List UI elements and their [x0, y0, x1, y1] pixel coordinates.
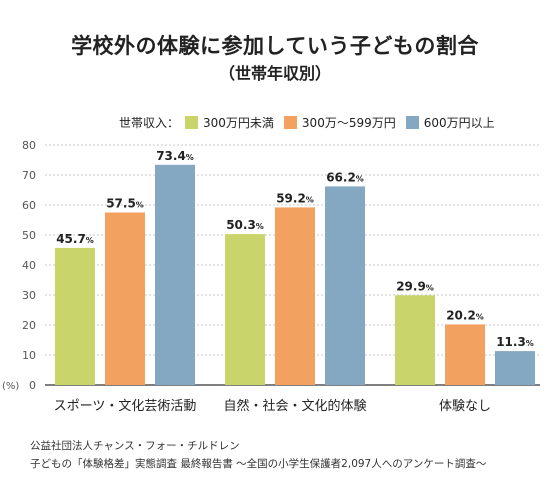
chart-subtitle: （世帯年収別）	[218, 64, 331, 83]
legend-swatch-high	[405, 116, 419, 129]
bar	[445, 324, 485, 385]
y-tick-label: 80	[22, 139, 36, 152]
y-tick-label: 30	[22, 289, 36, 302]
legend-item-mid: 300万～599万円	[283, 114, 396, 131]
source-report: 子どもの「体験格差」実態調査 最終報告書 ～全国の小学生保護者2,097人へのア…	[30, 458, 487, 470]
category-label: スポーツ・文化芸術活動	[54, 398, 197, 414]
y-tick-label: 0	[29, 379, 36, 392]
source-organization: 公益社団法人チャンス・フォー・チルドレン	[30, 440, 240, 452]
bar	[275, 207, 315, 385]
bar	[495, 351, 535, 385]
y-axis-unit: (%)	[2, 381, 19, 392]
data-label: 66.2%	[326, 170, 364, 184]
category-label: 自然・社会・文化的体験	[223, 398, 366, 414]
legend: 世帯収入： 300万円未満 300万～599万円 600万円以上	[119, 114, 505, 131]
bar	[155, 164, 195, 385]
data-label: 11.3%	[496, 335, 534, 349]
legend-item-low: 300万円未満	[185, 114, 274, 131]
legend-label-low: 300万円未満	[203, 116, 274, 130]
legend-prefix: 世帯収入：	[119, 116, 180, 130]
data-label: 57.5%	[106, 197, 144, 211]
bar-chart: 0 10 20 30 40 50 60 70 80 (%) 45.7% 57.5% 73.4% スポーツ・…	[2, 139, 540, 414]
y-tick-label: 20	[22, 319, 36, 332]
legend-item-high: 600万円以上	[405, 114, 495, 131]
data-label: 20.2%	[446, 308, 484, 322]
category-label: 体験なし	[439, 399, 491, 414]
legend-label-high: 600万円以上	[423, 116, 495, 130]
legend-swatch-low	[185, 116, 199, 129]
y-tick-label: 40	[22, 259, 36, 272]
legend-swatch-mid	[283, 116, 297, 129]
data-label: 50.3%	[226, 218, 264, 232]
y-tick-label: 70	[22, 169, 36, 182]
bar	[395, 295, 435, 385]
legend-label-mid: 300万～599万円	[301, 116, 396, 130]
bar	[105, 212, 145, 385]
bar	[55, 247, 95, 385]
y-tick-label: 50	[22, 229, 36, 242]
bar	[225, 234, 265, 385]
y-tick-label: 60	[22, 199, 36, 212]
data-label: 45.7%	[56, 232, 94, 246]
data-label: 59.2%	[276, 191, 314, 205]
y-tick-label: 10	[22, 349, 36, 362]
data-label: 73.4%	[156, 149, 194, 163]
data-label: 29.9%	[396, 279, 434, 293]
bar	[325, 186, 365, 385]
chart-title: 学校外の体験に参加していう子どもの割合	[71, 34, 479, 58]
